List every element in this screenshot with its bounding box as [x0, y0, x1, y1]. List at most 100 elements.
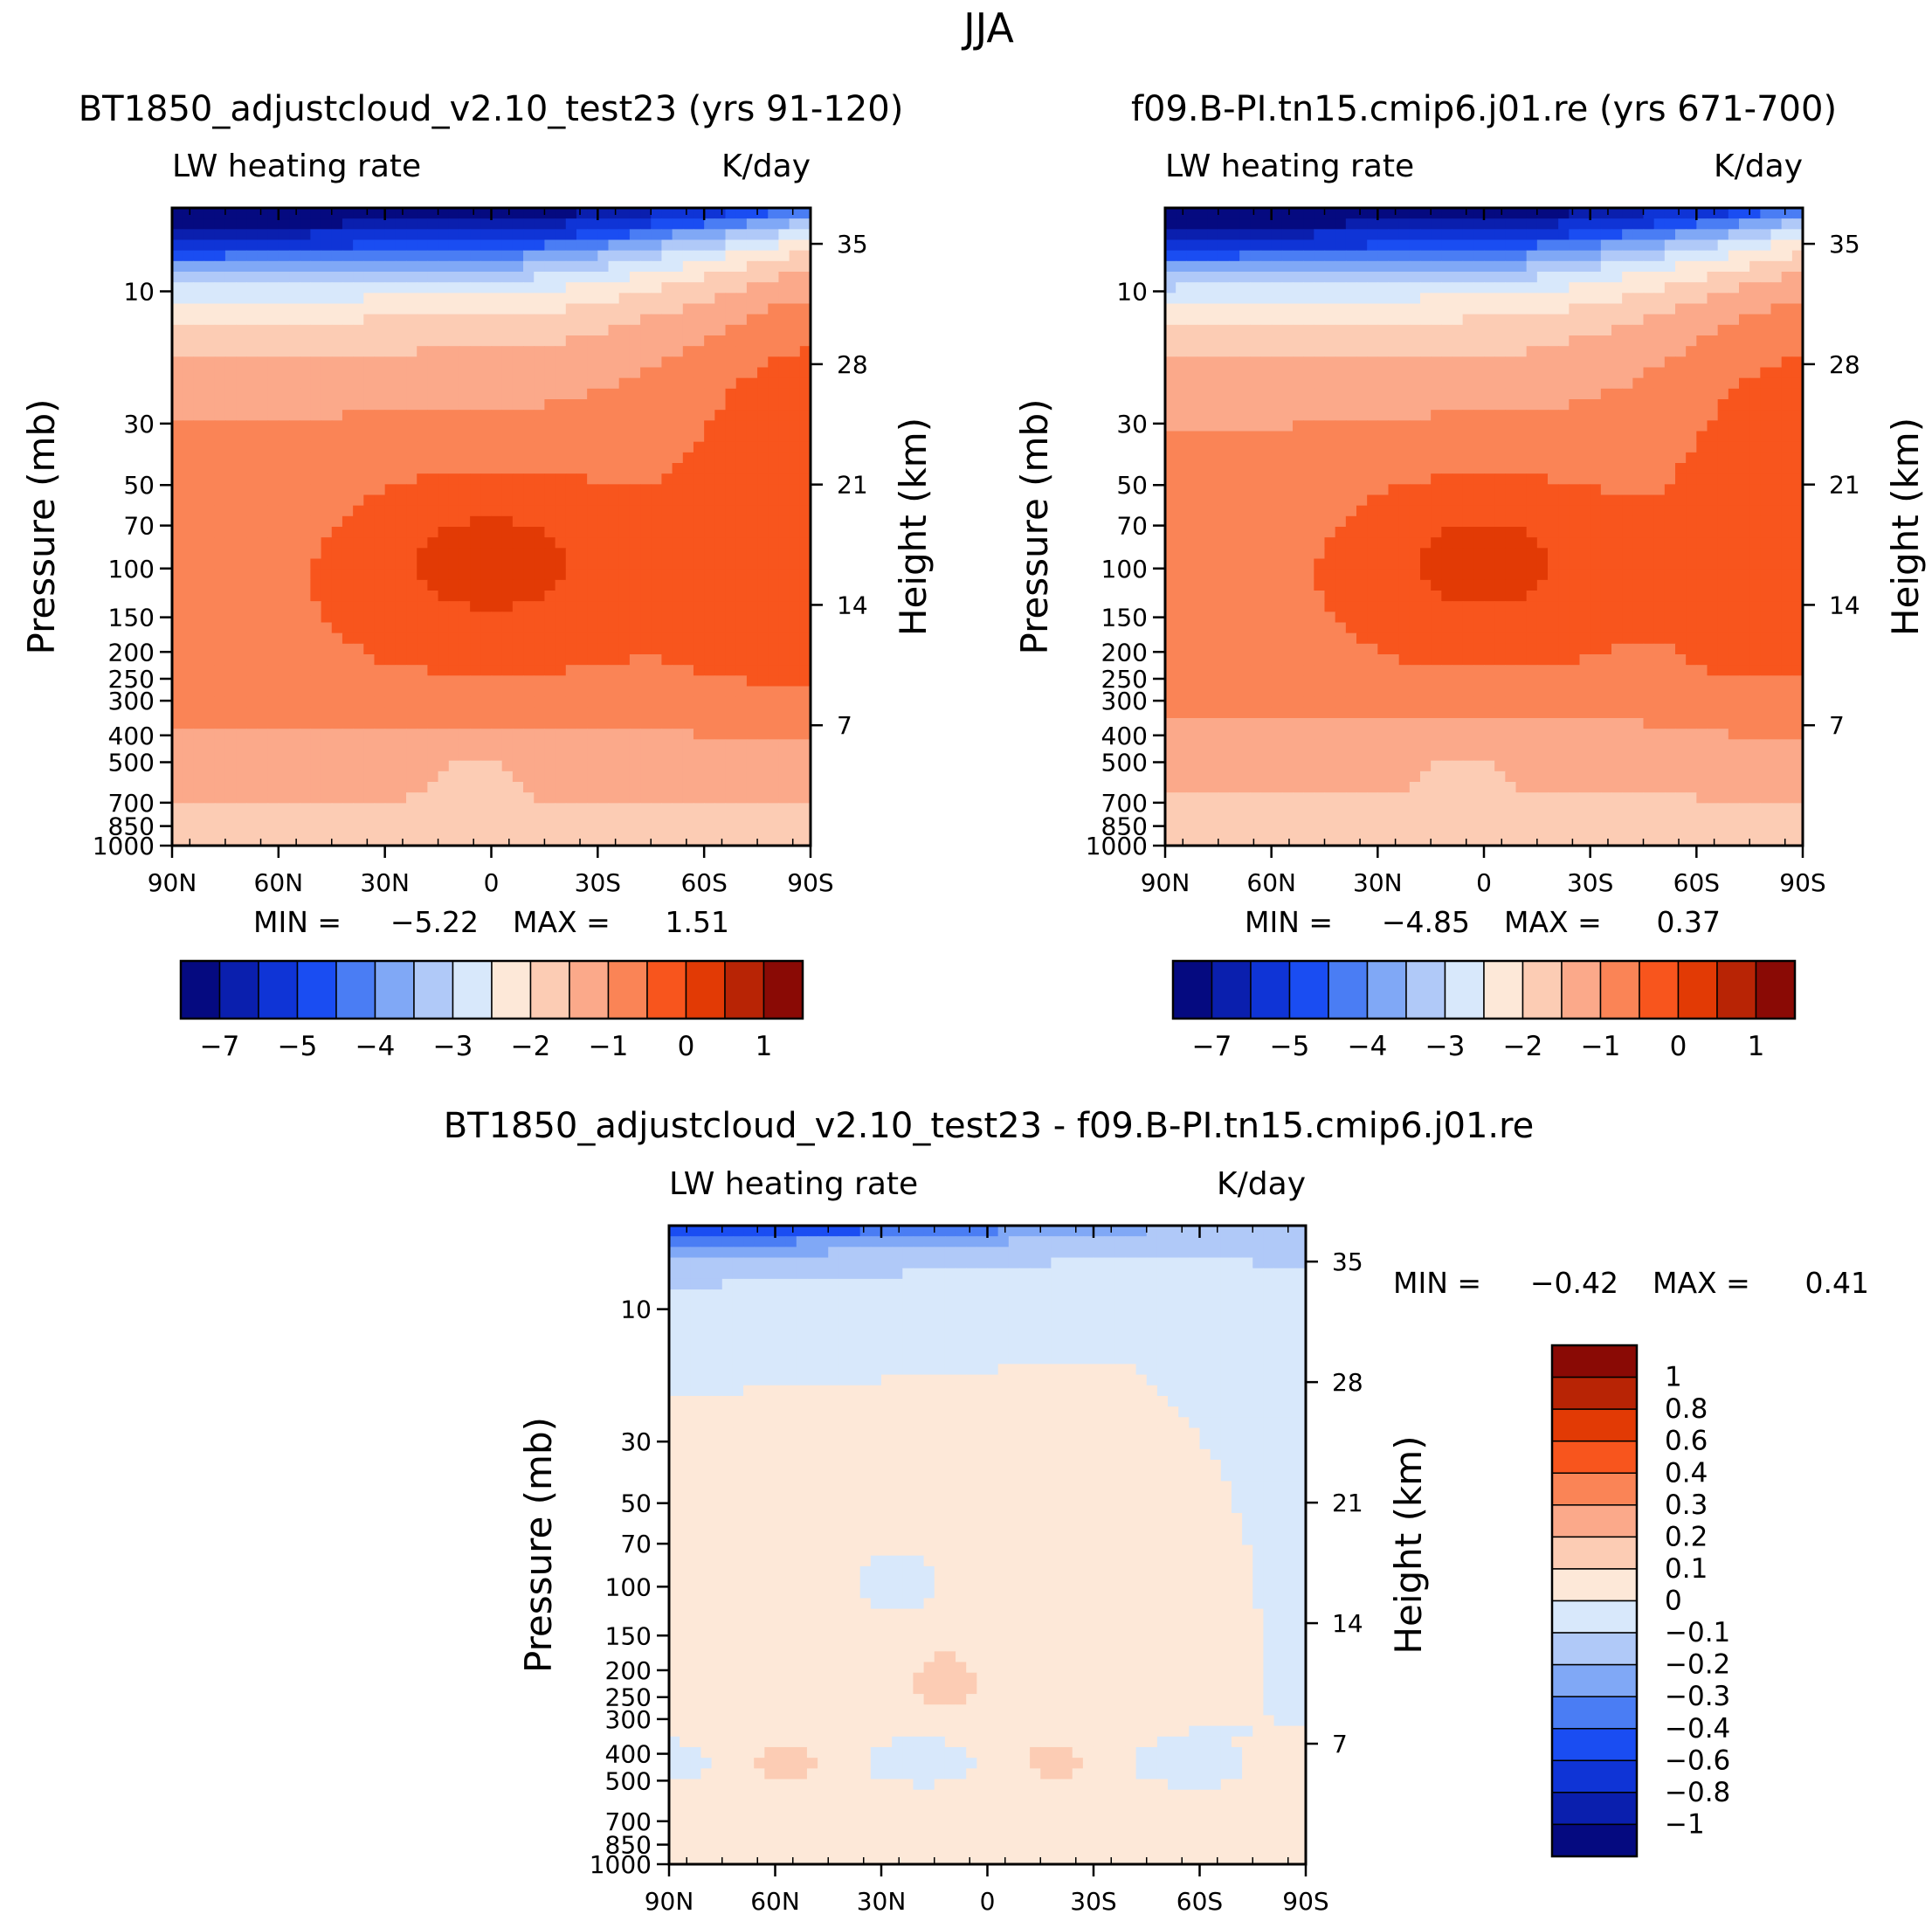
contour-cell	[1345, 282, 1357, 294]
contour-cell	[363, 356, 376, 369]
contour-cell	[523, 388, 535, 400]
contour-cell	[1579, 367, 1591, 379]
contour-cell	[183, 303, 194, 315]
contour-cell	[651, 250, 663, 262]
contour-cell	[172, 792, 183, 804]
contour-cell	[204, 813, 216, 826]
contour-cell	[1176, 377, 1187, 390]
contour-cell	[512, 675, 524, 688]
contour-cell	[555, 782, 567, 793]
contour-cell	[693, 665, 705, 676]
contour-cell	[565, 218, 577, 230]
contour-cell	[395, 324, 407, 336]
contour-cell	[183, 813, 194, 826]
contour-cell	[735, 770, 748, 783]
contour-cell	[1494, 272, 1506, 283]
contour-cell	[1739, 218, 1750, 230]
contour-cell	[395, 548, 407, 560]
contour-cell	[1611, 260, 1623, 273]
contour-cell	[576, 558, 588, 570]
contour-cell	[565, 452, 577, 464]
contour-cell	[395, 208, 407, 219]
contour-cell	[1239, 420, 1251, 432]
contour-cell	[618, 729, 631, 740]
contour-cell	[629, 750, 641, 762]
contour-cell	[384, 399, 397, 411]
contour-cell	[278, 824, 290, 836]
contour-cell	[640, 770, 652, 783]
contour-cell	[555, 463, 567, 474]
contour-cell	[587, 739, 598, 751]
contour-cell	[1398, 356, 1411, 369]
contour-cell	[704, 388, 715, 400]
contour-cell	[417, 558, 428, 570]
contour-cell	[193, 335, 205, 347]
contour-cell	[725, 463, 737, 474]
contour-cell	[278, 527, 290, 538]
contour-cell	[470, 441, 481, 453]
contour-cell	[289, 484, 300, 496]
contour-cell	[1675, 250, 1687, 262]
contour-cell	[757, 272, 769, 283]
contour-cell	[214, 813, 226, 826]
contour-cell	[353, 272, 364, 283]
contour-cell	[257, 208, 269, 219]
contour-cell	[1367, 282, 1378, 294]
contour-cell	[246, 707, 259, 719]
contour-cell	[651, 750, 663, 762]
contour-cell	[193, 303, 205, 315]
contour-cell	[1515, 399, 1528, 411]
contour-cell	[565, 548, 577, 560]
contour-cell	[214, 356, 226, 369]
contour-cell	[491, 696, 503, 708]
contour-cell	[1728, 272, 1740, 283]
contour-cell	[799, 431, 811, 443]
contour-cell	[534, 346, 546, 357]
contour-cell	[470, 750, 481, 762]
contour-cell	[1473, 239, 1485, 252]
contour-cell	[438, 632, 450, 645]
contour-cell	[544, 813, 556, 826]
contour-cell	[193, 537, 205, 549]
contour-cell	[1696, 293, 1708, 305]
contour-cell	[608, 579, 620, 591]
contour-cell	[246, 558, 259, 570]
contour-cell	[757, 431, 769, 443]
contour-cell	[757, 303, 769, 315]
contour-cell	[618, 314, 631, 326]
contour-cell	[1409, 303, 1421, 315]
contour-cell	[1675, 239, 1687, 252]
contour-cell	[1388, 324, 1400, 336]
contour-cell	[438, 441, 450, 453]
contour-cell	[193, 612, 205, 624]
contour-cell	[725, 548, 737, 560]
contour-cell	[1600, 272, 1612, 283]
contour-cell	[1600, 377, 1612, 390]
contour-cell	[544, 293, 556, 305]
contour-cell	[1505, 272, 1517, 283]
contour-cell	[1770, 388, 1783, 400]
contour-cell	[331, 410, 343, 421]
contour-cell	[459, 367, 471, 379]
contour-cell	[236, 527, 247, 538]
contour-cell	[342, 388, 354, 400]
contour-cell	[491, 527, 503, 538]
contour-cell	[640, 208, 652, 219]
contour-cell	[1218, 399, 1230, 411]
contour-cell	[267, 569, 279, 581]
contour-cell	[224, 282, 237, 294]
contour-cell	[1515, 272, 1528, 283]
contour-cell	[1345, 272, 1357, 283]
contour-cell	[555, 377, 567, 390]
contour-cell	[576, 803, 588, 815]
contour-cell	[448, 463, 460, 474]
contour-cell	[799, 410, 811, 421]
contour-cell	[1749, 420, 1761, 432]
contour-cell	[1526, 388, 1538, 400]
contour-cell	[661, 303, 673, 315]
contour-cell	[1229, 239, 1240, 252]
contour-cell	[1494, 208, 1506, 219]
contour-cell	[544, 782, 556, 793]
contour-cell	[480, 686, 493, 698]
contour-cell	[523, 665, 535, 676]
